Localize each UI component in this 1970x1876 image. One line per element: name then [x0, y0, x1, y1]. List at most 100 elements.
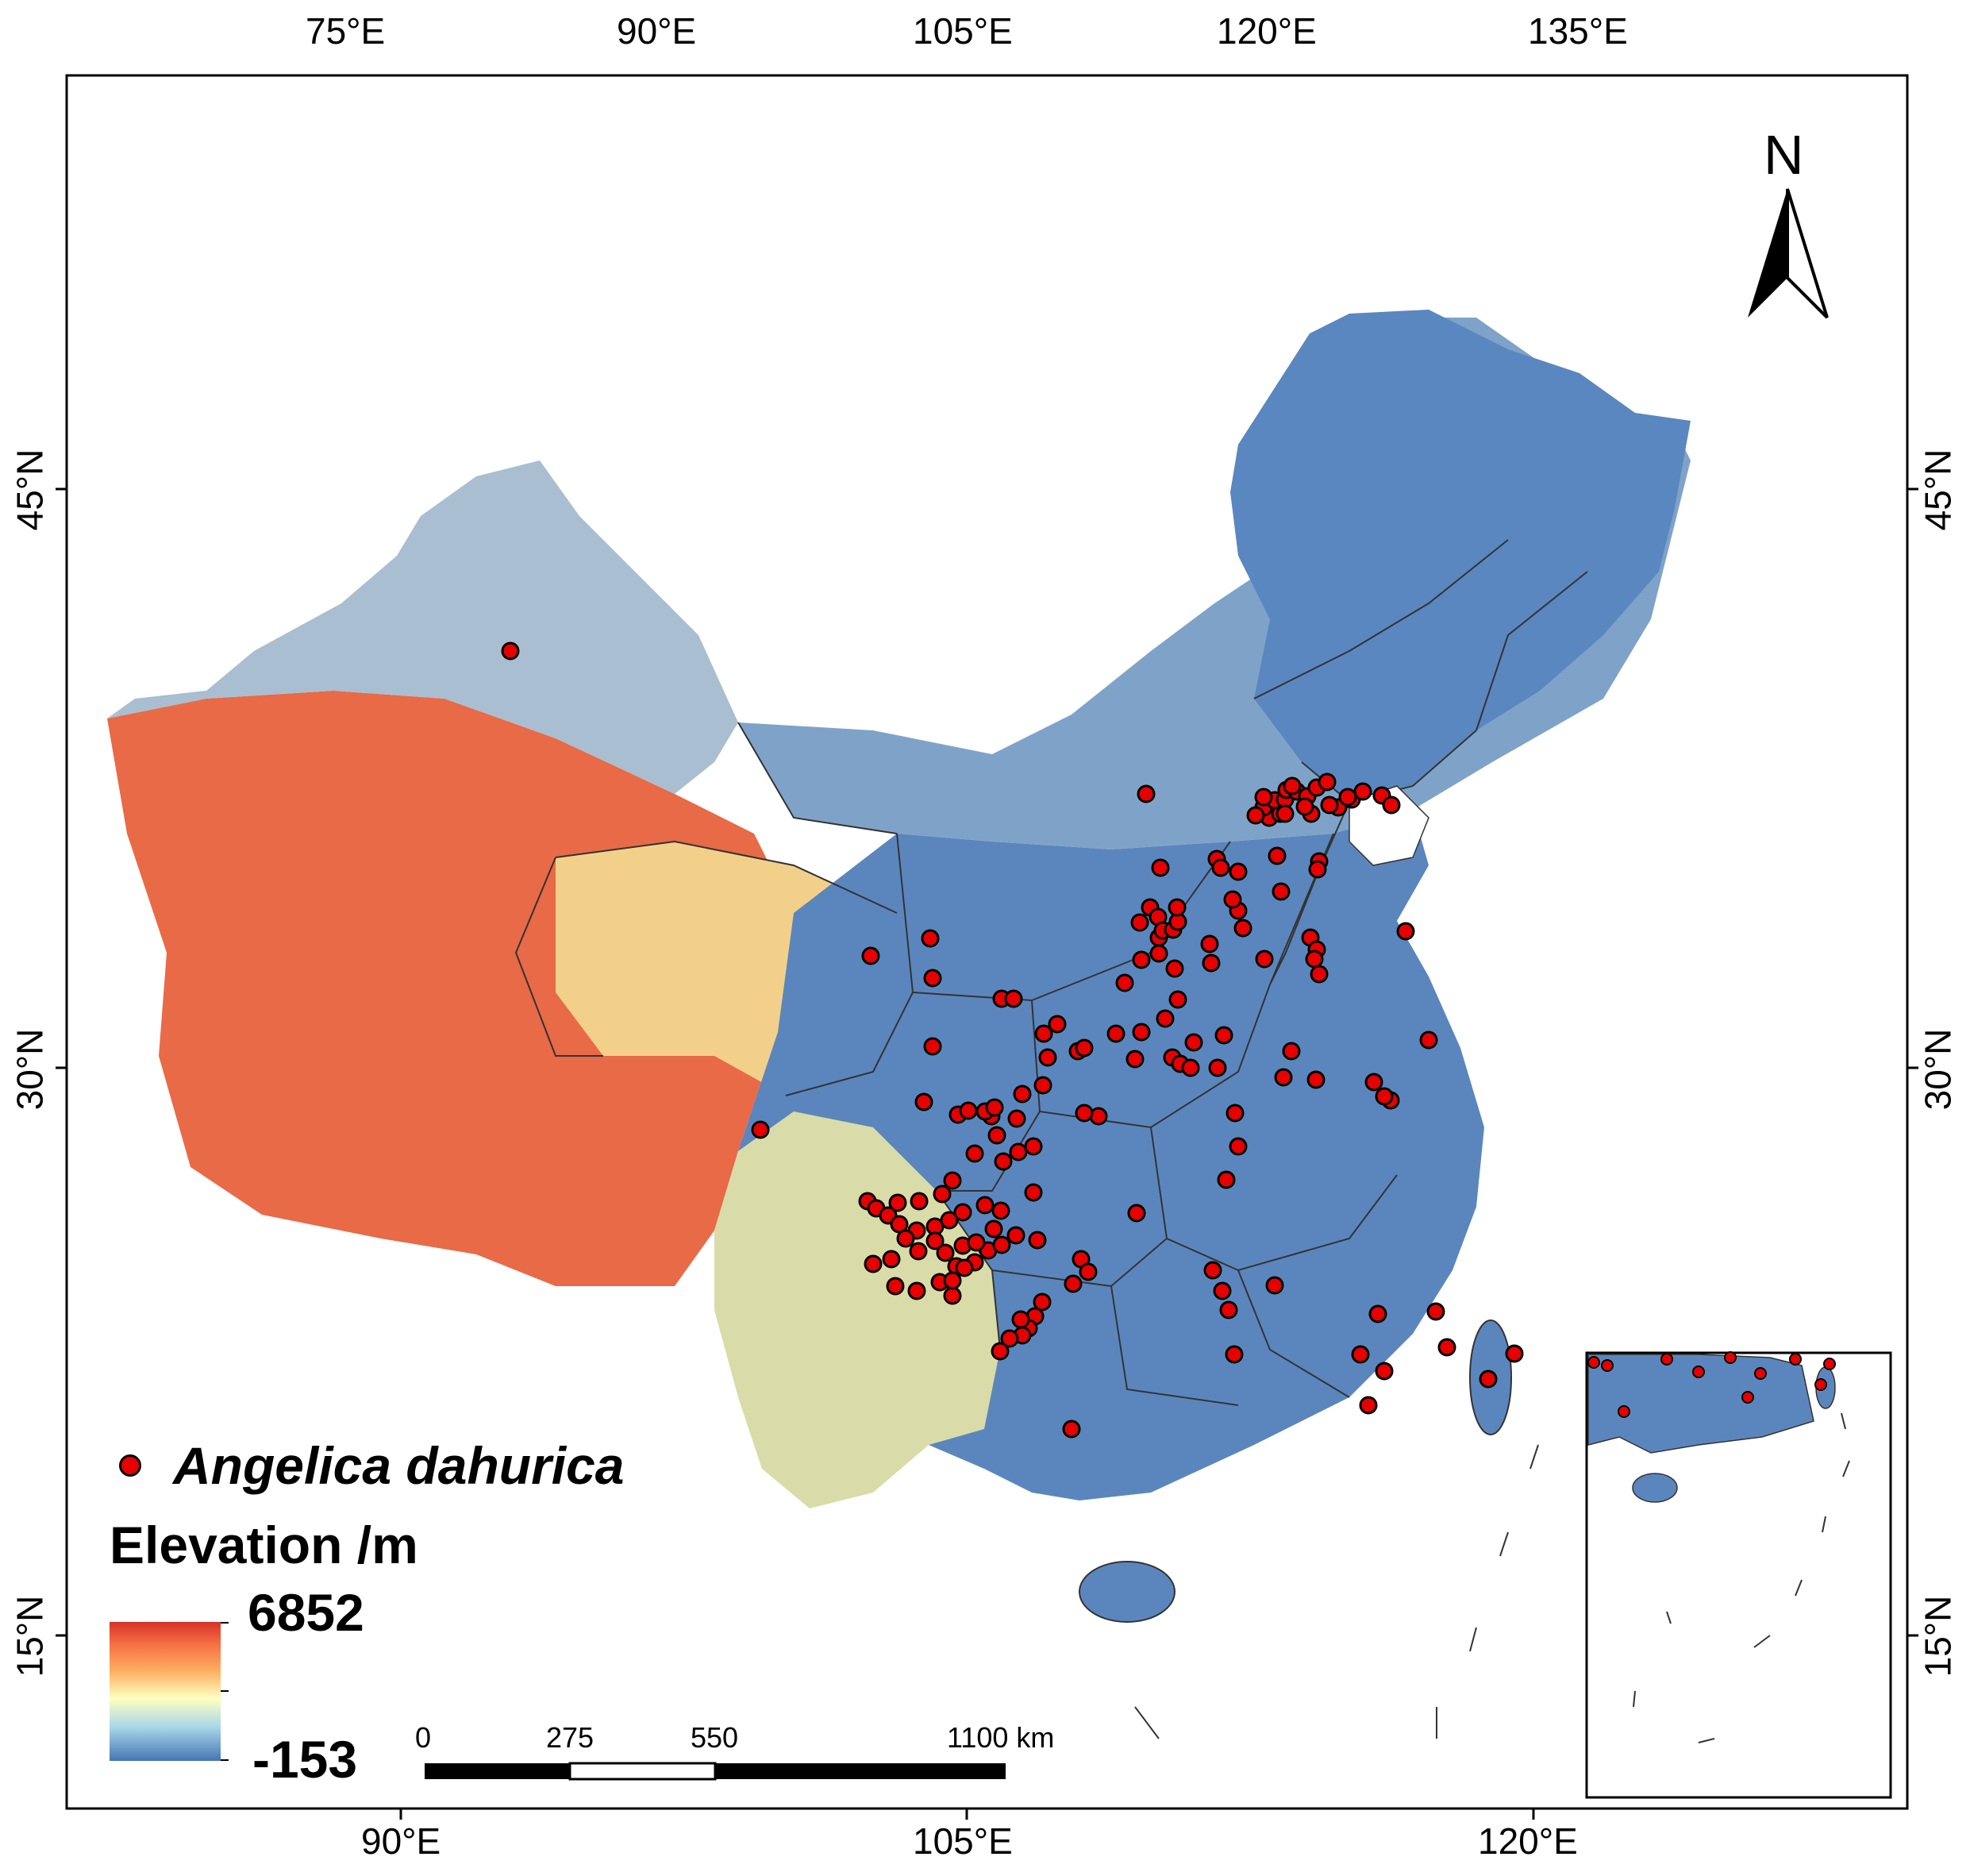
occurrence-point — [907, 1281, 926, 1300]
occurrence-point — [1283, 776, 1302, 795]
occurrence-point — [1437, 1338, 1456, 1357]
scale-label: 0 — [415, 1721, 432, 1754]
province-boundaries — [514, 539, 1588, 1406]
occurrence-point — [992, 1235, 1011, 1254]
occurrence-point — [1062, 1420, 1081, 1439]
inset-occurrence-point — [1587, 1356, 1600, 1369]
occurrence-point — [1275, 804, 1295, 823]
occurrence-point — [1033, 1292, 1052, 1312]
ramp-tick — [221, 1759, 229, 1761]
occurrence-point — [1184, 1033, 1203, 1052]
top-axis-label: 135°E — [1528, 10, 1628, 52]
inset-occurrence-point — [1814, 1378, 1827, 1391]
occurrence-point — [967, 1233, 986, 1252]
axis-ticks — [56, 487, 1918, 1820]
occurrence-point — [943, 1171, 962, 1190]
occurrence-point — [1011, 1310, 1030, 1329]
occurrence-point — [1137, 784, 1156, 803]
ramp-tick — [221, 1622, 229, 1624]
occurrence-point — [1364, 1073, 1383, 1092]
occurrence-point — [1156, 1009, 1175, 1028]
bottom-axis-label: 120°E — [1478, 1820, 1578, 1862]
occurrence-point-icon — [119, 1454, 141, 1477]
inset-occurrence-point — [1789, 1353, 1802, 1366]
inset-hainan — [1632, 1473, 1678, 1503]
ramp-tick — [221, 1690, 229, 1692]
occurrence-point — [1075, 1104, 1094, 1123]
occurrence-point — [1181, 1058, 1200, 1077]
occurrence-point — [1282, 1042, 1301, 1061]
occurrence-point — [910, 1192, 929, 1211]
occurrence-point — [886, 1277, 905, 1296]
occurrence-point — [1125, 1050, 1145, 1069]
legend-elevation-title: Elevation /m — [110, 1516, 418, 1574]
legend-species-label: Angelica dahurica — [173, 1436, 625, 1495]
occurrence-point — [1351, 1345, 1370, 1364]
occurrence-point — [1318, 772, 1337, 792]
northeast-region — [1230, 310, 1691, 802]
occurrence-point — [1151, 858, 1170, 877]
occurrence-point — [1202, 953, 1221, 973]
occurrence-point — [1149, 944, 1168, 963]
inset-occurrence-point — [1618, 1405, 1630, 1418]
occurrence-point — [933, 1185, 952, 1204]
occurrence-point — [1075, 1038, 1094, 1057]
elevation-color-ramp — [110, 1622, 221, 1761]
left-axis-label: 30°N — [9, 1028, 51, 1111]
occurrence-point — [1353, 782, 1372, 801]
scale-label: 1100 km — [947, 1721, 1055, 1754]
inset-occurrence-point — [1601, 1359, 1614, 1372]
occurrence-point — [991, 1342, 1010, 1361]
southwest-region — [714, 1111, 1000, 1508]
occurrence-point — [1479, 1369, 1498, 1389]
occurrence-point — [1229, 862, 1248, 881]
inset-occurrence-point — [1823, 1358, 1836, 1370]
top-axis-label: 90°E — [617, 10, 697, 52]
occurrence-point — [1132, 950, 1151, 969]
occurrence-point — [923, 969, 942, 988]
scale-label: 550 — [691, 1721, 739, 1754]
occurrence-point — [1203, 1261, 1222, 1280]
sea-boundary-dashes — [1134, 1444, 1539, 1739]
occurrence-point — [501, 641, 520, 661]
occurrence-point — [1310, 965, 1329, 984]
top-axis-label: 120°E — [1217, 10, 1317, 52]
left-axis-label: 15°N — [9, 1595, 51, 1678]
xinjiang-region — [107, 460, 738, 794]
occurrence-point — [1305, 950, 1324, 969]
legend-elevation-max: 6852 — [248, 1583, 364, 1642]
occurrence-point — [1024, 1137, 1043, 1156]
occurrence-point — [1009, 1142, 1028, 1161]
occurrence-point — [1013, 1084, 1032, 1104]
occurrence-point — [1028, 1231, 1047, 1250]
north-arrow-icon — [1748, 188, 1829, 319]
right-axis-label: 30°N — [1917, 1028, 1959, 1111]
right-axis-label: 15°N — [1917, 1595, 1959, 1678]
legend-elevation-min: -153 — [252, 1730, 358, 1789]
occurrence-point — [940, 1211, 959, 1230]
occurrence-point — [888, 1193, 907, 1212]
occurrence-point — [1038, 1048, 1057, 1067]
occurrence-point — [925, 1231, 945, 1250]
occurrence-point — [1426, 1302, 1445, 1321]
occurrence-point — [1127, 1204, 1146, 1223]
occurrence-point — [1106, 1024, 1125, 1043]
occurrence-point — [1419, 1030, 1438, 1050]
occurrence-point — [1295, 797, 1314, 816]
occurrence-point — [984, 1219, 1003, 1238]
occurrence-point — [991, 1201, 1010, 1220]
occurrence-point — [1225, 1345, 1244, 1364]
occurrence-point — [1006, 1226, 1025, 1245]
occurrence-point — [1505, 1344, 1524, 1363]
occurrence-point — [1200, 934, 1219, 953]
occurrence-point — [1079, 1262, 1098, 1281]
occurrence-point — [1320, 795, 1339, 815]
inset-occurrence-point — [1754, 1367, 1767, 1380]
occurrence-point — [1233, 919, 1252, 938]
occurrence-point — [896, 1229, 915, 1248]
occurrence-point — [994, 1152, 1013, 1171]
occurrence-point — [1375, 1362, 1394, 1381]
left-axis-label: 45°N — [9, 449, 51, 531]
occurrence-point — [1130, 913, 1149, 932]
